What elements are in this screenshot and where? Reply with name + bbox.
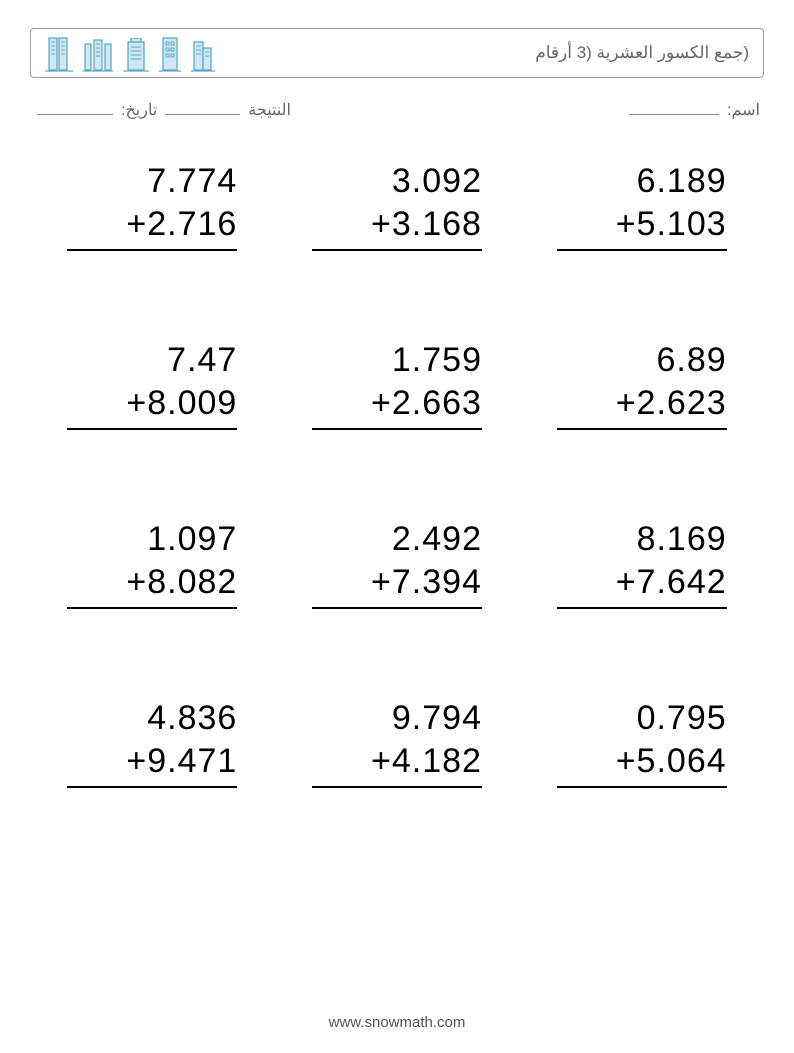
operand-b: +7.642 (616, 561, 727, 604)
problem-rule (557, 786, 727, 788)
operand-b: +2.716 (126, 203, 237, 246)
problem: 3.092+3.168 (312, 160, 482, 251)
problem-rule (67, 428, 237, 430)
building-icon (159, 36, 181, 72)
problem: 2.492+7.394 (312, 518, 482, 609)
operand-a: 1.759 (392, 339, 482, 382)
operand-b: +3.168 (371, 203, 482, 246)
name-label: اسم: (727, 100, 760, 120)
operand-b: +8.082 (126, 561, 237, 604)
problem: 9.794+4.182 (312, 697, 482, 788)
operand-b: +4.182 (371, 740, 482, 783)
problem-rule (312, 786, 482, 788)
problem-rule (312, 249, 482, 251)
operand-a: 4.836 (147, 697, 237, 740)
operand-a: 3.092 (392, 160, 482, 203)
date-label: تاريخ: (121, 100, 157, 120)
problem-rule (557, 607, 727, 609)
problem: 6.89+2.623 (557, 339, 727, 430)
problem: 0.795+5.064 (557, 697, 727, 788)
operand-a: 8.169 (637, 518, 727, 561)
building-icon (191, 38, 215, 72)
info-name: اسم: (625, 100, 760, 120)
operand-a: 1.097 (147, 518, 237, 561)
operand-a: 6.189 (637, 160, 727, 203)
operand-a: 2.492 (392, 518, 482, 561)
problem-rule (67, 786, 237, 788)
problem-rule (557, 428, 727, 430)
problem: 4.836+9.471 (67, 697, 237, 788)
info-score-date: النتيجة تاريخ: (34, 100, 291, 120)
name-blank[interactable] (629, 101, 719, 115)
problem: 1.759+2.663 (312, 339, 482, 430)
problem: 8.169+7.642 (557, 518, 727, 609)
operand-b: +2.663 (371, 382, 482, 425)
problem: 1.097+8.082 (67, 518, 237, 609)
building-icon (83, 38, 113, 72)
operand-b: +8.009 (126, 382, 237, 425)
building-icon (123, 38, 149, 72)
score-blank[interactable] (165, 101, 240, 115)
operand-a: 6.89 (656, 339, 726, 382)
problems-grid: 7.774+2.716 3.092+3.168 6.189+5.103 7.47… (30, 160, 764, 788)
operand-a: 7.774 (147, 160, 237, 203)
building-icon (45, 36, 73, 72)
date-blank[interactable] (38, 101, 113, 115)
worksheet-page: (جمع الكسور العشرية (3 أرقام اسم: النتيج… (0, 0, 794, 788)
info-line: اسم: النتيجة تاريخ: (30, 100, 764, 120)
problem: 7.47+8.009 (67, 339, 237, 430)
operand-b: +2.623 (616, 382, 727, 425)
problem: 7.774+2.716 (67, 160, 237, 251)
operand-b: +5.103 (616, 203, 727, 246)
problem-rule (312, 428, 482, 430)
operand-a: 0.795 (637, 697, 727, 740)
operand-b: +7.394 (371, 561, 482, 604)
footer-url: www.snowmath.com (0, 1014, 794, 1031)
problem-rule (312, 607, 482, 609)
header-box: (جمع الكسور العشرية (3 أرقام (30, 28, 764, 78)
operand-b: +5.064 (616, 740, 727, 783)
problem-rule (557, 249, 727, 251)
operand-b: +9.471 (126, 740, 237, 783)
worksheet-title: (جمع الكسور العشرية (3 أرقام (535, 43, 749, 63)
buildings-decoration (45, 34, 215, 72)
problem-rule (67, 607, 237, 609)
problem-rule (67, 249, 237, 251)
operand-a: 7.47 (167, 339, 237, 382)
score-label: النتيجة (248, 100, 291, 120)
operand-a: 9.794 (392, 697, 482, 740)
problem: 6.189+5.103 (557, 160, 727, 251)
